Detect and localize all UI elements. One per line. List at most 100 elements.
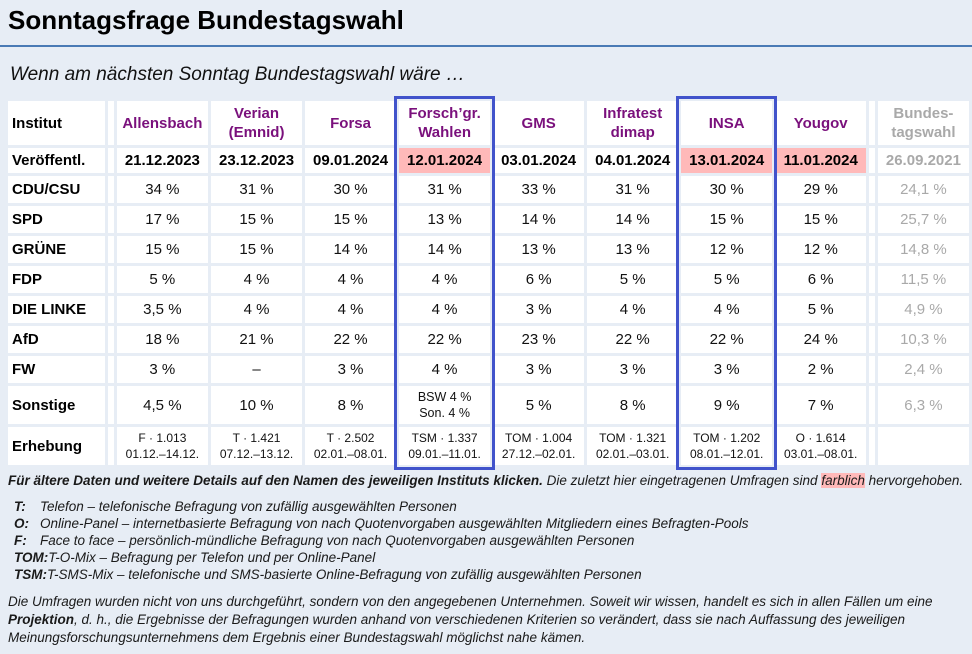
definition-tom: TOM:T-O-Mix – Befragung per Telefon und … [14,550,964,566]
poll-value-cell: 29 % [775,176,867,203]
poll-value-cell: 15 % [775,206,867,233]
poll-value-cell: 5 % [587,266,679,293]
poll-value-cell: 5 % [116,266,209,293]
poll-value-cell: 7 % [775,386,867,424]
poll-value-cell: 4,9 % [877,296,969,323]
institute-link[interactable]: Forsa [305,101,397,145]
institute-link[interactable]: Verian (Emnid) [211,101,303,145]
footnotes-section: Für ältere Daten und weitere Details auf… [8,473,964,647]
poll-value-cell: 12 % [681,236,773,263]
poll-value-cell: 13 % [493,236,585,263]
column-header-bundestagswahl: Bundes- tagswahl [877,101,969,145]
farblich-highlight: farblich [821,473,865,488]
poll-value-cell: 25,7 % [877,206,969,233]
definition-text: Online-Panel – internetbasierte Befragun… [40,516,749,531]
poll-value-cell: 6,3 % [877,386,969,424]
poll-value-cell: 23 % [493,326,585,353]
poll-value-cell: 17 % [116,206,209,233]
table-row: Erhebung F · 1.013 01.12.–14.12. T · 1.421… [8,427,969,465]
publish-date-cell: 23.12.2023 [211,148,303,173]
table-row: GRÜNE 15 % 15 % 14 % 14 % 13 % 13 % 12 % 12 % 14,… [8,236,969,263]
note-text-pre: Die zuletzt hier eingetragenen Umfragen … [542,473,822,488]
poll-question-subtitle: Wenn am nächsten Sonntag Bundestagswahl … [10,64,465,85]
party-label: GRÜNE [8,236,106,263]
definition-face-to-face: F: Face to face – persönlich-mündliche Be… [14,533,964,549]
poll-value-cell: 4 % [211,266,303,293]
definition-term: TOM: [14,550,49,565]
definition-text: T-SMS-Mix – telefonische und SMS-basiert… [47,567,642,582]
spacer-cell [869,206,875,233]
spacer-cell [108,206,114,233]
poll-value-cell: 14 % [399,236,491,263]
poll-value-cell: 8 % [305,386,397,424]
survey-info-cell: TOM · 1.202 08.01.–12.01. [681,427,773,465]
method-definitions: T: Telefon – telefonische Befragung von z… [14,499,964,583]
poll-value-cell: 34 % [116,176,209,203]
poll-value-cell: 15 % [681,206,773,233]
spacer-cell [108,236,114,263]
poll-value-cell: 3 % [681,356,773,383]
institute-link[interactable]: Allensbach [116,101,209,145]
survey-info-cell: F · 1.013 01.12.–14.12. [116,427,209,465]
poll-value-cell: 15 % [211,236,303,263]
spacer-cell [869,148,875,173]
corner-label-institut: Institut [8,101,106,145]
publish-date-cell: 13.01.2024 [681,148,773,173]
spacer-cell [869,326,875,353]
institute-link[interactable]: INSA [681,101,773,145]
definition-term: T: [14,499,26,514]
institute-link[interactable]: Infratest dimap [587,101,679,145]
poll-value-cell: 15 % [305,206,397,233]
survey-info-cell [877,427,969,465]
publish-date-cell: 26.09.2021 [877,148,969,173]
title-divider [0,45,972,47]
poll-value-cell: 3,5 % [116,296,209,323]
institute-link[interactable]: Yougov [775,101,867,145]
spacer-cell [869,356,875,383]
publish-date-cell: 12.01.2024 [399,148,491,173]
poll-value-cell: 24,1 % [877,176,969,203]
poll-value-cell: – [211,356,303,383]
spacer-cell [869,427,875,465]
page-title: Sonntagsfrage Bundestagswahl [8,5,404,35]
poll-value-cell: 15 % [116,236,209,263]
poll-value-cell: 18 % [116,326,209,353]
poll-value-cell: 10 % [211,386,303,424]
row-label-erhebung: Erhebung [8,427,106,465]
poll-value-cell: 6 % [493,266,585,293]
table-row: FW 3 % –3 % 4 % 3 % 3 % 3 % 2 % 2,4 % [8,356,969,383]
poll-value-cell: 11,5 % [877,266,969,293]
spacer-cell [869,236,875,263]
table-row: CDU/CSU 34 % 31 % 30 % 31 % 33 % 31 % 30 % 29 % 2… [8,176,969,203]
spacer-cell [108,326,114,353]
publish-date-cell: 03.01.2024 [493,148,585,173]
spacer-cell [108,176,114,203]
poll-value-cell: 3 % [493,356,585,383]
disclaimer-text-post: , d. h., die Ergebnisse der Befragungen … [8,612,906,645]
poll-value-cell: 3 % [305,356,397,383]
poll-value-cell: 5 % [493,386,585,424]
spacer-cell [108,101,114,145]
institute-link[interactable]: Forsch’gr. Wahlen [399,101,491,145]
definition-term: O: [14,516,29,531]
note-bold-text: Für ältere Daten und weitere Details auf… [8,473,543,488]
poll-value-cell: 4,5 % [116,386,209,424]
poll-value-cell: 21 % [211,326,303,353]
publish-date-cell: 09.01.2024 [305,148,397,173]
poll-value-cell: 22 % [587,326,679,353]
definition-term: TSM: [14,567,47,582]
poll-value-cell: 4 % [681,296,773,323]
poll-value-cell: 6 % [775,266,867,293]
poll-value-cell: 24 % [775,326,867,353]
institute-link[interactable]: GMS [493,101,585,145]
poll-value-cell: 22 % [305,326,397,353]
table-row: Institut Allensbach Verian (Emnid) Forsa For… [8,101,969,145]
definition-text: T-O-Mix – Befragung per Telefon und per … [48,550,376,565]
party-label: DIE LINKE [8,296,106,323]
survey-info-cell: TOM · 1.004 27.12.–02.01. [493,427,585,465]
poll-value-cell: 14,8 % [877,236,969,263]
table-row: AfD 18 % 21 % 22 % 22 % 23 % 22 % 22 % 24 % 10,3 … [8,326,969,353]
party-label: FDP [8,266,106,293]
poll-value-cell: 3 % [493,296,585,323]
